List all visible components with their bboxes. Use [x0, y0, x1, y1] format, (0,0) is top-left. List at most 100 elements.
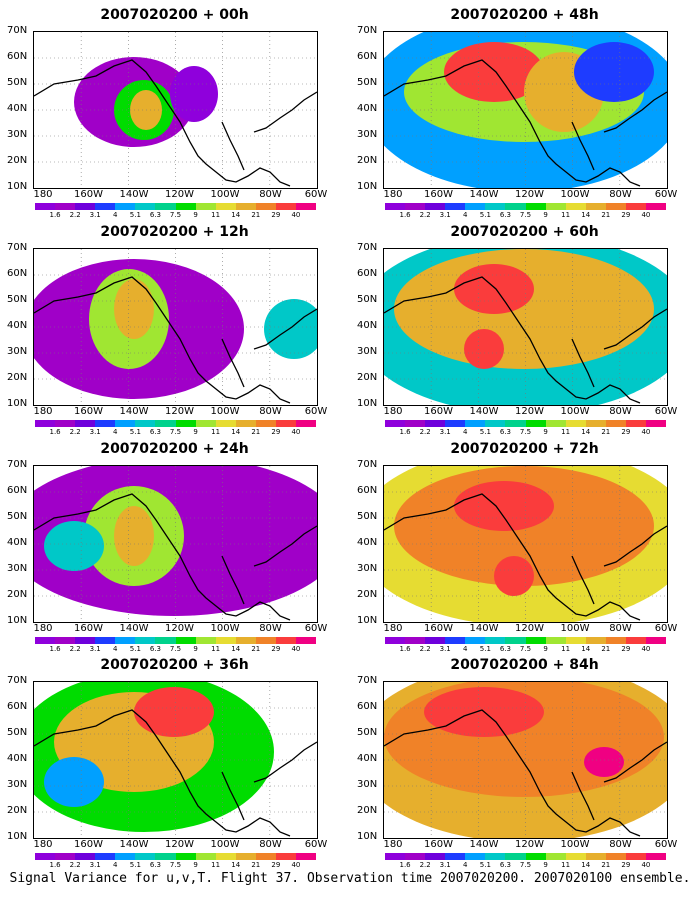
colorbar-swatch: [195, 203, 216, 210]
lon-tick-label: 80W: [609, 839, 632, 850]
lon-tick-label: 60W: [654, 623, 678, 634]
lon-tick-label: 80W: [259, 189, 282, 200]
coastline: [221, 308, 317, 388]
colorbar-swatch: [135, 637, 156, 644]
colorbar-swatch: [235, 853, 256, 860]
colorbar-label: 3.1: [89, 861, 101, 869]
colorbar-swatch: [255, 637, 276, 644]
lat-tick-label: 40N: [357, 537, 378, 548]
lon-tick-label: 140W: [469, 623, 499, 634]
colorbar-label: 6.3: [149, 645, 161, 653]
lat-tick-label: 40N: [7, 103, 28, 114]
colorbar-swatch: [296, 420, 317, 427]
colorbar-label: 29: [621, 428, 631, 436]
coastline: [34, 59, 291, 187]
lon-tick-label: 120W: [165, 839, 194, 850]
colorbar-swatch: [565, 637, 586, 644]
colorbar-swatch: [95, 637, 116, 644]
panel-title: 2007020200 + 36h: [100, 657, 249, 673]
lat-tick-label: 40N: [7, 320, 28, 331]
colorbar-label: 21: [601, 645, 611, 653]
lat-tick-label: 10N: [7, 615, 28, 626]
colorbar-swatch: [505, 203, 526, 210]
colorbar-swatch: [625, 420, 647, 427]
lon-tick-label: 140W: [119, 406, 149, 417]
colorbar-swatch: [485, 420, 506, 427]
colorbar-swatch: [235, 420, 256, 427]
colorbar-label: 14: [231, 211, 241, 219]
map-panel: [33, 31, 318, 189]
colorbar-label: 4: [463, 645, 468, 653]
colorbar: [385, 420, 667, 427]
colorbar-label: 4: [113, 211, 118, 219]
colorbar-label: 6.3: [499, 861, 511, 869]
colorbar: [385, 853, 667, 860]
colorbar-swatch: [255, 203, 276, 210]
colorbar-label: 29: [271, 861, 281, 869]
signal-variance-map: [34, 682, 317, 838]
colorbar-label: 21: [251, 645, 261, 653]
colorbar-swatch: [565, 853, 586, 860]
lat-tick-label: 40N: [7, 537, 28, 548]
coastline: [384, 59, 641, 187]
lat-tick-label: 50N: [357, 77, 378, 88]
colorbar-label: 5.1: [129, 211, 141, 219]
colorbar-label: 29: [621, 645, 631, 653]
colorbar-label: 21: [601, 211, 611, 219]
lon-tick-label: 180: [33, 839, 53, 850]
lat-tick-label: 30N: [357, 346, 378, 357]
colorbar-label: 29: [621, 861, 631, 869]
lat-tick-label: 70N: [7, 675, 28, 686]
lon-tick-label: 60W: [304, 406, 328, 417]
colorbar-swatch: [55, 853, 76, 860]
lon-tick-label: 140W: [119, 839, 149, 850]
colorbar-label: 40: [641, 645, 651, 653]
colorbar: [35, 637, 317, 644]
colorbar-label: 29: [271, 645, 281, 653]
colorbar-label: 7.5: [519, 861, 532, 869]
lat-tick-label: 20N: [7, 805, 28, 816]
coastline: [384, 276, 641, 404]
lon-tick-label: 160W: [424, 406, 453, 417]
colorbar-label: 21: [251, 861, 261, 869]
colorbar-label: 4: [463, 861, 468, 869]
colorbar-swatch: [75, 420, 96, 427]
colorbar-swatch: [115, 637, 136, 644]
colorbar-swatch: [646, 637, 667, 644]
lon-tick-label: 120W: [515, 623, 544, 634]
panel-title: 2007020200 + 00h: [100, 7, 249, 23]
colorbar-label: 40: [291, 645, 301, 653]
colorbar-swatch: [296, 637, 317, 644]
lat-tick-label: 20N: [7, 372, 28, 383]
colorbar-label: 1.6: [399, 861, 411, 869]
lat-tick-label: 20N: [7, 155, 28, 166]
coastline: [221, 91, 317, 171]
colorbar-swatch: [405, 420, 426, 427]
lat-tick-label: 10N: [7, 398, 28, 409]
lat-tick-label: 70N: [357, 242, 378, 253]
colorbar-swatch: [175, 420, 196, 427]
colorbar-swatch: [75, 637, 96, 644]
colorbar-swatch: [585, 637, 606, 644]
colorbar-label: 2.2: [69, 428, 81, 436]
lon-tick-label: 60W: [654, 189, 678, 200]
colorbar-swatch: [565, 203, 586, 210]
colorbar-label: 21: [251, 428, 261, 436]
colorbar-swatch: [95, 853, 116, 860]
lon-tick-label: 180: [383, 623, 403, 634]
lat-tick-label: 70N: [7, 25, 28, 36]
lon-tick-label: 160W: [424, 189, 453, 200]
colorbar-swatch: [405, 637, 426, 644]
colorbar: [35, 420, 317, 427]
signal-variance-map: [34, 32, 317, 188]
colorbar-label: 4: [113, 428, 118, 436]
colorbar-label: 6.3: [149, 861, 161, 869]
colorbar-label: 7.5: [519, 428, 532, 436]
colorbar-label: 14: [581, 428, 591, 436]
colorbar-swatch: [605, 637, 626, 644]
lon-tick-label: 100W: [560, 189, 590, 200]
colorbar-label: 2.2: [69, 645, 81, 653]
colorbar-label: 3.1: [89, 211, 101, 219]
lat-tick-label: 20N: [357, 589, 378, 600]
colorbar-swatch: [625, 637, 647, 644]
